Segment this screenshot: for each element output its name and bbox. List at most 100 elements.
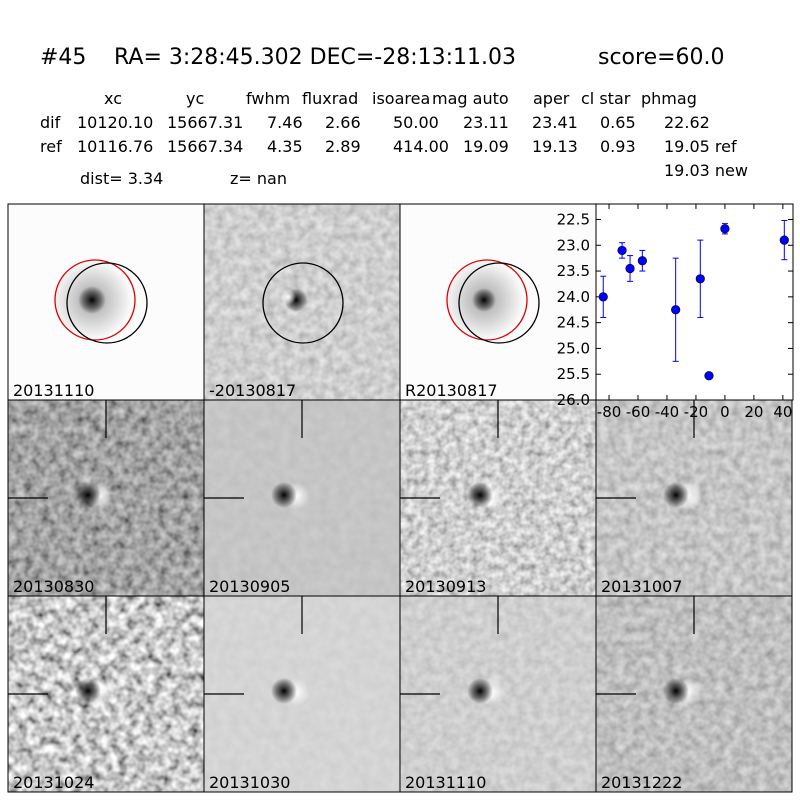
score: score=60.0 [598, 45, 725, 70]
panel [8, 204, 204, 400]
panel-label: 20130913 [405, 577, 486, 596]
panel-label: 20131110 [405, 773, 486, 792]
panel-label: 20131007 [601, 577, 682, 596]
panel-label: 20130830 [13, 577, 94, 596]
x-tick-label: -60 [626, 403, 651, 421]
data-point [625, 263, 635, 274]
dipole-dark [271, 482, 297, 508]
data-point [779, 235, 789, 245]
panel [8, 400, 204, 596]
table-cell: 10120.10 [77, 113, 153, 132]
table-cell: 15667.31 [167, 113, 243, 132]
data-point [637, 256, 647, 266]
column-header: fluxrad [302, 89, 358, 108]
y-tick-label: 24.0 [557, 288, 590, 306]
data-point [671, 305, 681, 315]
table-cell: 19.05 ref [664, 137, 737, 156]
row-label: ref [40, 137, 62, 156]
y-tick-label: 23.0 [557, 236, 590, 254]
x-tick-label: -80 [597, 403, 622, 421]
panel-label: 20131110 [13, 381, 94, 400]
y-tick-label: 26.0 [557, 391, 590, 409]
y-tick-label: 25.5 [557, 365, 590, 383]
y-tick-label: 22.5 [557, 210, 590, 228]
table-cell: 22.62 [664, 113, 710, 132]
column-header: cl star [581, 89, 631, 108]
table-cell: 23.11 [463, 113, 509, 132]
panel [204, 204, 400, 400]
table-cell: 50.00 [393, 113, 439, 132]
x-tick-label: 0 [720, 403, 730, 421]
dipole-dark [467, 482, 493, 508]
panel-label: 20130905 [209, 577, 290, 596]
column-header: isoarea [372, 89, 430, 108]
object-id: #45 [40, 45, 86, 70]
table-cell: 4.35 [267, 137, 303, 156]
panel-frame [595, 595, 793, 793]
column-header: xc [104, 89, 122, 108]
table-cell: 414.00 [393, 137, 449, 156]
phmag-note: 19.03 new [664, 161, 748, 180]
panel [8, 596, 204, 792]
table-cell: 0.93 [600, 137, 636, 156]
dif-circle [262, 262, 344, 344]
panel-label: 20131024 [13, 773, 94, 792]
panel [400, 204, 596, 400]
dif-circle [458, 262, 540, 344]
column-header: fwhm [246, 89, 290, 108]
dipole-dark [663, 678, 689, 704]
y-tick-label: 24.5 [557, 314, 590, 332]
dipole-dark [75, 482, 101, 508]
data-point [720, 224, 730, 234]
table-cell: 0.65 [600, 113, 636, 132]
column-header: phmag [641, 89, 697, 108]
ref-circle [54, 259, 136, 341]
data-point [598, 292, 608, 302]
panel [400, 596, 596, 792]
panel [400, 400, 596, 596]
table-cell: 2.89 [325, 137, 361, 156]
panel [204, 596, 400, 792]
data-point [617, 245, 627, 256]
panel-label: 20131222 [601, 773, 682, 792]
column-header: aper [533, 89, 570, 108]
column-header: mag auto [432, 89, 509, 108]
dipole-dark [271, 678, 297, 704]
panel-label: 20131030 [209, 773, 290, 792]
dipole-dark [467, 678, 493, 704]
x-tick-label: -20 [684, 403, 709, 421]
data-point [695, 274, 705, 284]
panel-label: -20130817 [209, 381, 296, 400]
row-label: dif [40, 113, 61, 132]
table-cell: 23.41 [532, 113, 578, 132]
source [78, 286, 106, 314]
table-cell: 15667.34 [167, 137, 243, 156]
chart-background [596, 204, 793, 400]
dif-circle [66, 262, 148, 344]
x-tick-label: 20 [744, 403, 763, 421]
x-tick-label: 40 [773, 403, 792, 421]
table-cell: 7.46 [267, 113, 303, 132]
chart-frame [595, 203, 794, 401]
distance: dist= 3.34 [80, 169, 163, 188]
source [472, 288, 496, 312]
y-tick-label: 25.0 [557, 339, 590, 357]
panel [596, 596, 792, 792]
dipole-dark [75, 678, 101, 704]
panel-label: R20130817 [405, 381, 498, 400]
x-tick-label: -40 [655, 403, 680, 421]
table-cell: 2.66 [325, 113, 361, 132]
coordinates: RA= 3:28:45.302 DEC=-28:13:11.03 [114, 45, 516, 70]
table-cell: 19.09 [463, 137, 509, 156]
y-tick-label: 23.5 [557, 262, 590, 280]
panel [204, 400, 400, 596]
dipole-dark [663, 482, 689, 508]
table-cell: 10116.76 [77, 137, 153, 156]
data-point [704, 371, 714, 381]
table-cell: 19.13 [532, 137, 578, 156]
ref-circle [446, 259, 528, 341]
redshift: z= nan [230, 169, 287, 188]
column-header: yc [186, 89, 204, 108]
